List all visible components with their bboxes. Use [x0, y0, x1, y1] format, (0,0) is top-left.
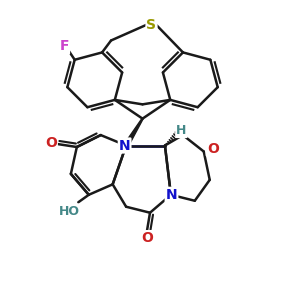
Text: F: F [59, 39, 69, 53]
Text: HO: HO [59, 205, 80, 218]
Text: N: N [166, 188, 177, 202]
Text: O: O [45, 136, 57, 149]
Text: S: S [146, 18, 157, 32]
Polygon shape [124, 118, 143, 147]
Text: O: O [207, 142, 219, 155]
Text: O: O [141, 231, 153, 245]
Text: N: N [119, 139, 130, 152]
Text: H: H [176, 124, 187, 137]
